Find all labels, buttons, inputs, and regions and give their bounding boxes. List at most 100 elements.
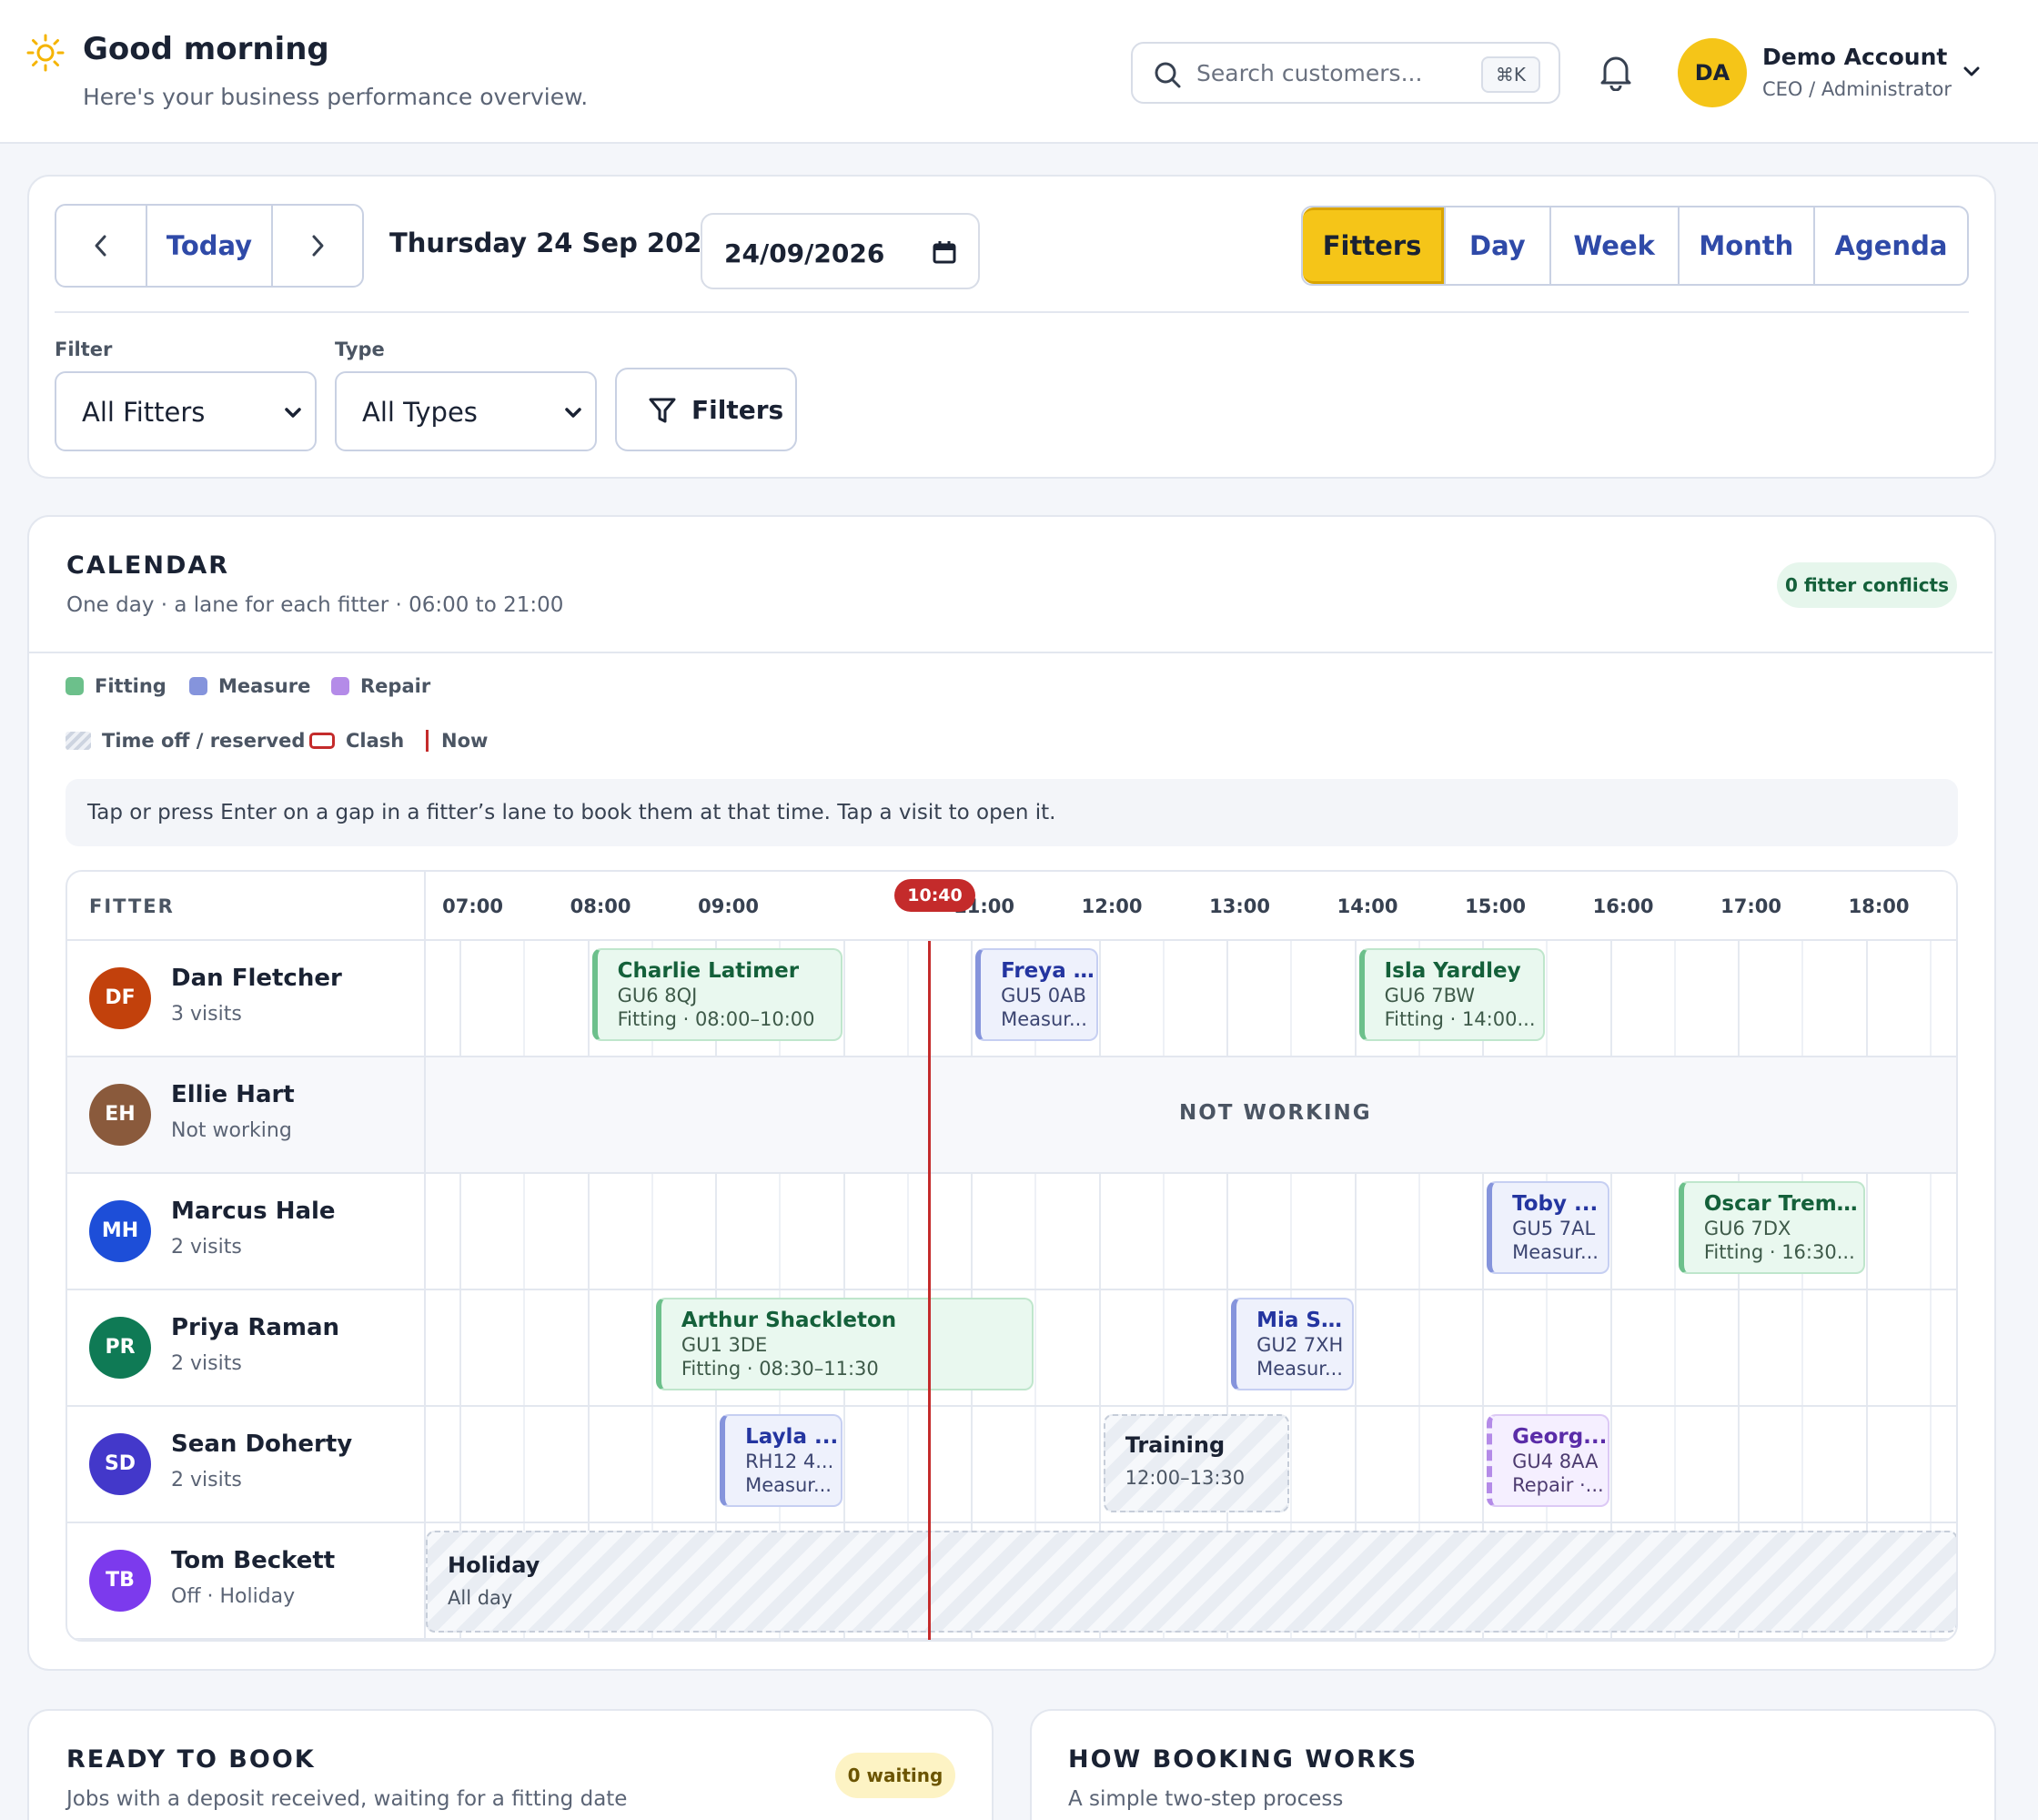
grid-line xyxy=(1290,941,1293,1640)
view-day-button[interactable]: Day xyxy=(1444,207,1549,284)
date-navigation: Today xyxy=(55,204,364,288)
grid-line xyxy=(1546,941,1549,1640)
today-button[interactable]: Today xyxy=(146,206,273,286)
grid-line xyxy=(1482,941,1485,1640)
fitter-lane-row[interactable]: SD Sean Doherty 2 visits xyxy=(67,1407,1956,1523)
visit-card[interactable]: Mia Sh... GU2 7XH Measur... xyxy=(1231,1298,1354,1390)
not-working-label: NOT WORKING xyxy=(1179,1101,1372,1125)
view-agenda-button[interactable]: Agenda xyxy=(1812,207,1967,284)
next-day-button[interactable] xyxy=(273,206,362,286)
visit-title: Oscar Trema... xyxy=(1703,1192,1863,1216)
grid-line xyxy=(1801,941,1804,1640)
visit-card[interactable]: Layla ... RH12 4... Measur... xyxy=(720,1414,842,1507)
grid-line xyxy=(1354,941,1357,1640)
filter-select[interactable]: All Fitters xyxy=(55,371,317,451)
grid-line xyxy=(1609,941,1612,1640)
fitter-status: Not working xyxy=(171,1119,292,1142)
legend-clash-label: Clash xyxy=(346,730,405,752)
grid-line xyxy=(651,941,653,1640)
fitter-status: 2 visits xyxy=(171,1469,242,1491)
legend-repair-label: Repair xyxy=(360,675,431,697)
grid-line xyxy=(971,941,974,1640)
account-avatar[interactable]: DA xyxy=(1678,38,1747,107)
visit-card[interactable]: Georg... GU4 8AA Repair ·... xyxy=(1487,1414,1609,1507)
calendar-icon[interactable] xyxy=(933,240,956,264)
previous-day-button[interactable] xyxy=(56,206,146,286)
visit-card[interactable]: Isla Yardley GU6 7BW Fitting · 14:00... xyxy=(1358,948,1546,1041)
fitter-name: Tom Beckett xyxy=(171,1547,336,1574)
hour-label: 07:00 xyxy=(442,895,503,917)
notifications-bell-icon[interactable] xyxy=(1598,53,1634,91)
hour-label: 15:00 xyxy=(1465,895,1526,917)
visit-detail: Fitting · 16:30... xyxy=(1703,1241,1855,1263)
timeline-header: FITTER 07:00 08:00 09:00 11:00 12:00 13:00 14:… xyxy=(67,872,1956,941)
filters-button[interactable]: Filters xyxy=(615,368,797,451)
visit-detail: Fitting · 08:30–11:30 xyxy=(681,1358,879,1380)
legend-measure: Measure xyxy=(189,675,310,697)
fitter-lane-row[interactable]: MH Marcus Hale 2 visits xyxy=(67,1174,1956,1290)
hour-label: 09:00 xyxy=(698,895,759,917)
fitter-lanes-grid: FITTER 07:00 08:00 09:00 11:00 12:00 13:00 14:… xyxy=(66,870,1958,1642)
ready-to-book-title: READY TO BOOK xyxy=(66,1745,316,1774)
visit-title: Training xyxy=(1125,1432,1226,1458)
account-name[interactable]: Demo Account xyxy=(1762,44,1948,70)
fitter-lane-row[interactable]: TB Tom Beckett Off · Holiday xyxy=(67,1523,1956,1640)
legend-measure-label: Measure xyxy=(218,675,311,697)
fitter-avatar: MH xyxy=(89,1200,151,1262)
toolbar-divider xyxy=(55,311,1969,313)
now-time-badge: 10:40 xyxy=(894,879,975,912)
grid-line xyxy=(1418,941,1420,1640)
fitter-lane-row[interactable]: EH Ellie Hart Not working NOT WORKING xyxy=(67,1057,1956,1174)
visit-card[interactable]: Freya ... GU5 0AB Measur... xyxy=(975,948,1098,1041)
hour-label: 18:00 xyxy=(1848,895,1910,917)
booking-hint: Tap or press Enter on a gap in a fitter’… xyxy=(66,779,1958,846)
visit-detail: Fitting · 08:00–10:00 xyxy=(617,1008,815,1030)
top-bar: Good morning Here's your business perfor… xyxy=(0,0,2038,144)
grid-line xyxy=(779,941,782,1640)
visit-detail: Measur... xyxy=(1001,1008,1087,1030)
search-box[interactable]: ⌘K xyxy=(1131,42,1560,104)
now-indicator-line xyxy=(928,941,932,1640)
grid-line xyxy=(1034,941,1037,1640)
fitter-status: 2 visits xyxy=(171,1236,242,1259)
visit-card[interactable]: Charlie Latimer GU6 8QJ Fitting · 08:00–10… xyxy=(591,948,842,1041)
visit-title: Isla Yardley xyxy=(1384,959,1521,983)
grid-line xyxy=(587,941,590,1640)
type-select-value: All Types xyxy=(362,397,478,428)
fitter-avatar: TB xyxy=(89,1550,151,1612)
view-week-button[interactable]: Week xyxy=(1549,207,1678,284)
time-off-block[interactable]: Holiday All day xyxy=(426,1531,1956,1633)
legend-now-label: Now xyxy=(441,730,489,752)
greeting-subtitle: Here's your business performance overvie… xyxy=(83,84,589,110)
visit-detail: GU4 8AA xyxy=(1512,1451,1599,1472)
chevron-left-icon xyxy=(95,235,106,257)
search-icon xyxy=(1155,62,1181,88)
grid-line xyxy=(1098,941,1101,1640)
legend-clash: Clash xyxy=(309,730,404,752)
view-month-button[interactable]: Month xyxy=(1677,207,1813,284)
calendar-title: CALENDAR xyxy=(66,551,230,580)
time-off-block[interactable]: Training 12:00–13:30 xyxy=(1103,1414,1290,1512)
type-select[interactable]: All Types xyxy=(335,371,597,451)
fitter-lane-row[interactable]: PR Priya Raman 2 visits xyxy=(67,1290,1956,1407)
visit-detail: Measur... xyxy=(1256,1358,1343,1380)
view-fitters-button[interactable]: Fitters xyxy=(1303,207,1445,284)
ready-to-book-card xyxy=(27,1709,994,1820)
visit-card[interactable]: Oscar Trema... GU6 7DX Fitting · 16:30... xyxy=(1678,1181,1865,1274)
visit-card[interactable]: Toby ... GU5 7AL Measur... xyxy=(1487,1181,1609,1274)
visit-title: Holiday xyxy=(448,1552,540,1578)
fitter-name: Ellie Hart xyxy=(171,1081,295,1108)
grid-line xyxy=(715,941,718,1640)
visit-detail: All day xyxy=(448,1587,513,1609)
visit-card[interactable]: Arthur Shackleton GU1 3DE Fitting · 08:30–… xyxy=(655,1298,1034,1390)
now-swatch xyxy=(426,730,429,752)
chevron-down-icon[interactable] xyxy=(1958,58,1985,86)
grid-line xyxy=(1929,941,1932,1640)
date-picker-input[interactable]: 24/09/2026 xyxy=(701,213,980,289)
how-booking-works-title: HOW BOOKING WORKS xyxy=(1068,1745,1418,1774)
fitter-lane-row[interactable]: DF Dan Fletcher 3 visits xyxy=(67,941,1956,1057)
fitter-avatar: SD xyxy=(89,1433,151,1495)
search-input[interactable] xyxy=(1196,55,1469,91)
fitter-name: Priya Raman xyxy=(171,1314,340,1341)
current-date-title: Thursday 24 Sep 2026 xyxy=(389,228,721,258)
